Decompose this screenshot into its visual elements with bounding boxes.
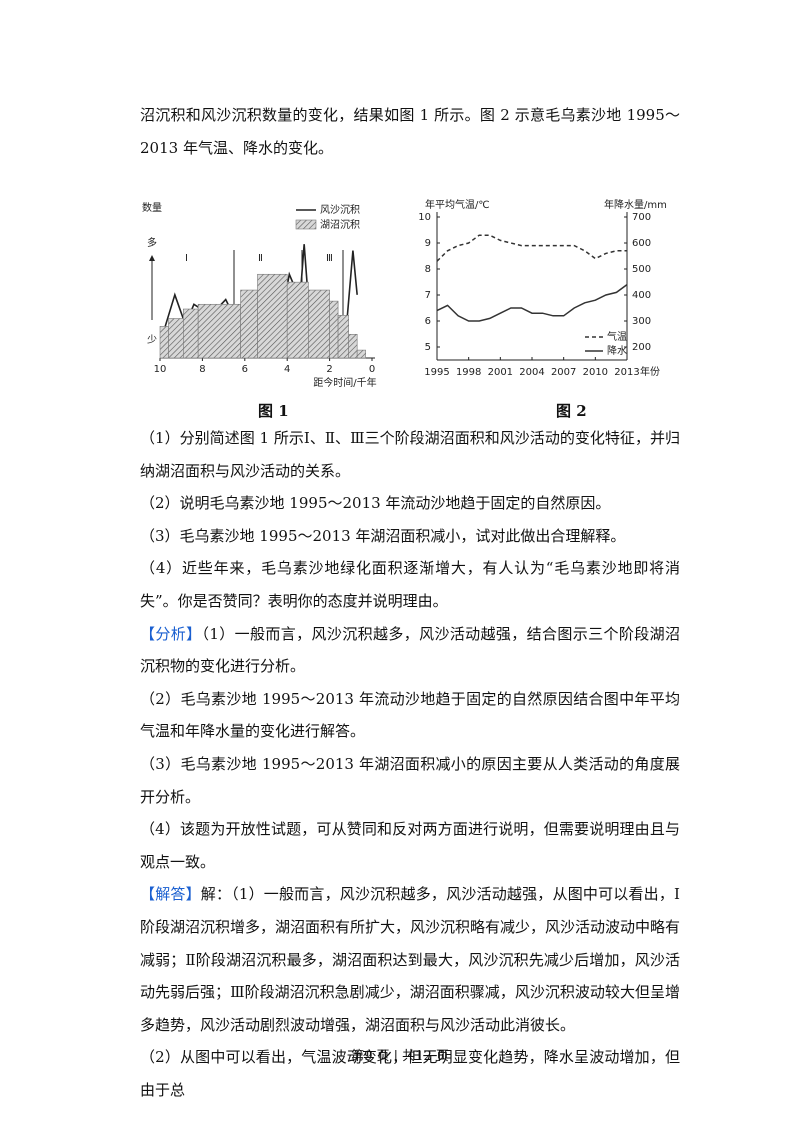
- x-tick-label: 8: [199, 364, 205, 375]
- x-tick-label: 2010: [583, 367, 608, 378]
- x-tick-label: 6: [242, 364, 248, 375]
- paragraph: 沼沉积和风沙沉积数量的变化，结果如图 1 所示。图 2 示意毛乌素沙地 1995…: [140, 106, 680, 157]
- x-tick-label: 0: [369, 364, 375, 375]
- figure-caption: 图 1: [258, 402, 289, 420]
- y2-tick-label: 600: [632, 238, 651, 249]
- area-step: [257, 273, 288, 359]
- area-step: [286, 281, 309, 359]
- paragraph: （2）毛乌素沙地 1995～2013 年流动沙地趋于固定的自然原因结合图中年平均…: [140, 683, 680, 748]
- y2-tick-label: 700: [632, 212, 651, 223]
- text: （2）从图中可以看出，气温波动变化，但无明显变化趋势，降水呈波动增加，但由于总: [140, 1048, 680, 1099]
- x-tick-label: 2001: [488, 367, 513, 378]
- text: （1）一般而言，风沙沉积越多，风沙活动越强，结合图示三个阶段湖沼沉积物的变化进行…: [140, 624, 680, 676]
- text: （4）近些年来，毛乌素沙地绿化面积逐渐增大，有人认为“毛乌素沙地即将消失”。你是…: [140, 559, 680, 610]
- tag: 【分析】: [140, 624, 202, 643]
- area-step: [197, 303, 241, 359]
- y-tick-label: 6: [425, 316, 431, 327]
- y2-tick-label: 500: [632, 264, 651, 275]
- y-high: 多: [147, 236, 157, 249]
- x-tick-label: 1995: [424, 367, 449, 378]
- area-step: [337, 315, 349, 359]
- legend-label: 气温: [607, 330, 627, 343]
- y-tick-label: 7: [425, 290, 431, 301]
- paragraph: 【解答】解：（1）一般而言，风沙沉积越多，风沙活动越强，从图中可以看出，Ⅰ阶段湖…: [140, 878, 680, 1041]
- paragraph: （1）分别简述图 1 所示Ⅰ、Ⅱ、Ⅲ三个阶段湖沼面积和风沙活动的变化特征，并归纳…: [140, 422, 680, 487]
- text: （1）分别简述图 1 所示Ⅰ、Ⅱ、Ⅲ三个阶段湖沼面积和风沙活动的变化特征，并归纳…: [140, 429, 680, 480]
- area-step: [329, 300, 339, 359]
- y-label: 年平均气温/℃: [425, 198, 490, 211]
- y2-tick-label: 400: [632, 290, 651, 301]
- line: [436, 283, 628, 322]
- stage-label: Ⅲ: [326, 253, 333, 264]
- footer: 第9 页 | 共12 页: [351, 1049, 449, 1064]
- x-tick-label: 2: [326, 364, 332, 375]
- paragraph: （4）该题为开放性试题，可从赞同和反对两方面进行说明，但需要说明理由且与观点一致…: [140, 813, 680, 878]
- tag: 【解答】: [140, 885, 201, 904]
- x-tick-label: 1998: [456, 367, 481, 378]
- figure-caption: 图 2: [556, 402, 587, 420]
- y-label: 数量: [142, 201, 162, 214]
- legend-label: 降水: [607, 344, 627, 357]
- line: [436, 234, 627, 262]
- x-tick-label: 2007: [551, 367, 576, 378]
- text: （3）毛乌素沙地 1995～2013 年湖沼面积减小的原因主要从人类活动的角度展…: [140, 754, 680, 806]
- intro-block: 沼沉积和风沙沉积数量的变化，结果如图 1 所示。图 2 示意毛乌素沙地 1995…: [140, 99, 680, 164]
- area-step: [308, 289, 330, 359]
- x-label: 年份: [640, 365, 660, 378]
- text: （2）毛乌素沙地 1995～2013 年流动沙地趋于固定的自然原因结合图中年平均…: [140, 689, 680, 741]
- text: （3）毛乌素沙地 1995～2013 年湖沼面积减小，试对此做出合理解释。: [140, 526, 626, 545]
- stage-label: Ⅱ: [258, 253, 263, 264]
- paragraph: （3）毛乌素沙地 1995～2013 年湖沼面积减小的原因主要从人类活动的角度展…: [140, 748, 680, 813]
- y-low: 少: [147, 334, 157, 346]
- x-tick-label: 2013: [614, 367, 639, 378]
- legend-label: 风沙沉积: [320, 203, 360, 216]
- area-step: [356, 349, 366, 359]
- y-tick-label: 8: [425, 264, 431, 275]
- y2-tick-label: 300: [632, 316, 651, 327]
- legend-label: 湖沼沉积: [320, 218, 360, 231]
- area-step: [159, 326, 169, 359]
- figure-2: 年平均气温/℃ 年降水量/mm 年份 5 6 7 8 9 10 200 300 400 500 60…: [418, 198, 667, 378]
- y-tick-label: 9: [425, 238, 431, 249]
- y-tick-label: 10: [418, 212, 431, 223]
- area-step: [168, 318, 184, 359]
- legend-swatch: [295, 219, 317, 230]
- area-step: [240, 289, 258, 359]
- paragraph: （2）说明毛乌素沙地 1995～2013 年流动沙地趋于固定的自然原因。: [140, 487, 680, 520]
- text: （4）该题为开放性试题，可从赞同和反对两方面进行说明，但需要说明理由且与观点一致…: [140, 820, 680, 871]
- y2-label: 年降水量/mm: [604, 198, 667, 211]
- paragraph: （3）毛乌素沙地 1995～2013 年湖沼面积减小，试对此做出合理解释。: [140, 520, 680, 553]
- paragraph: （4）近些年来，毛乌素沙地绿化面积逐渐增大，有人认为“毛乌素沙地即将消失”。你是…: [140, 552, 680, 617]
- paragraph: （2）从图中可以看出，气温波动变化，但无明显变化趋势，降水呈波动增加，但由于总: [140, 1041, 680, 1106]
- paragraph: 【分析】（1）一般而言，风沙沉积越多，风沙活动越强，结合图示三个阶段湖沼沉积物的…: [140, 618, 680, 683]
- area-step: [348, 333, 358, 359]
- x-label: 距今时间/千年: [313, 376, 376, 389]
- qa-block: （1）分别简述图 1 所示Ⅰ、Ⅱ、Ⅲ三个阶段湖沼面积和风沙活动的变化特征，并归纳…: [140, 422, 680, 1106]
- y-tick-label: 5: [425, 342, 431, 353]
- area-step: [183, 308, 199, 359]
- text: （2）说明毛乌素沙地 1995～2013 年流动沙地趋于固定的自然原因。: [140, 494, 611, 513]
- x-tick-label: 4: [284, 364, 290, 375]
- y2-tick-label: 200: [632, 342, 651, 353]
- x-tick-label: 2004: [519, 367, 544, 378]
- x-tick-label: 10: [154, 364, 167, 375]
- stage-label: Ⅰ: [185, 253, 188, 264]
- text: 解：（1）一般而言，风沙沉积越多，风沙活动越强，从图中可以看出，Ⅰ阶段湖沼沉积增…: [140, 885, 681, 1034]
